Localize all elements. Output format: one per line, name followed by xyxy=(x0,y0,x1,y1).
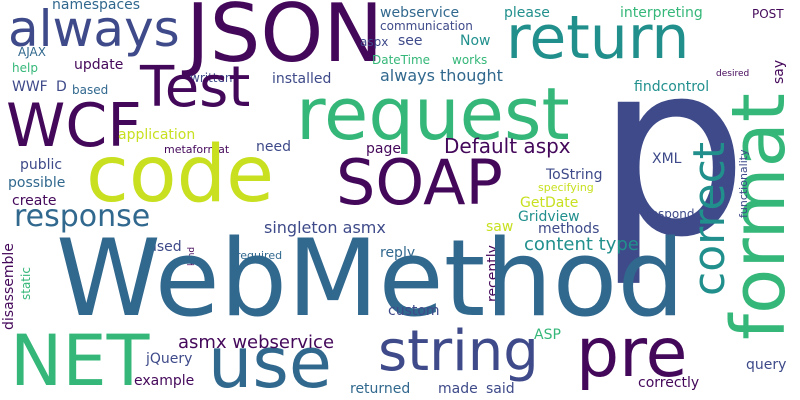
word-response: response xyxy=(14,199,151,234)
word-webmethod: WebMethod xyxy=(56,217,685,340)
word-post: POST xyxy=(752,7,784,21)
word-pre: pre xyxy=(576,314,688,393)
word-json: JSON xyxy=(186,0,384,80)
word-request: request xyxy=(296,72,570,156)
word-always-thought: always thought xyxy=(380,66,503,85)
word-findcontrol: findcontrol xyxy=(634,79,710,95)
word-returned: returned xyxy=(350,381,411,397)
word-namespaces: namespaces xyxy=(52,0,141,13)
word-code: code xyxy=(86,130,275,220)
word-use: use xyxy=(208,322,332,400)
word-need: need xyxy=(256,139,291,155)
word-custom: custom xyxy=(388,303,440,319)
word-now: Now xyxy=(460,33,491,49)
word-gridview: Gridview xyxy=(518,209,580,225)
word-made: made xyxy=(438,381,478,397)
word-asp: ASP xyxy=(534,327,561,343)
word-update: update xyxy=(74,57,124,73)
word-help: help xyxy=(12,61,38,75)
word-page: page xyxy=(366,141,401,157)
word-installed: installed xyxy=(272,71,332,87)
word-xml: XML xyxy=(652,151,682,167)
word-specifying: specifying xyxy=(538,181,594,194)
word-respond: respond xyxy=(646,207,695,221)
word-required: required xyxy=(236,249,283,262)
word-p: p xyxy=(596,10,749,290)
word-see: see xyxy=(398,33,423,49)
word-ajax: AJAX xyxy=(18,45,46,59)
word-content-type: content type xyxy=(524,234,639,255)
word-aspx: aspx xyxy=(360,35,389,49)
word-functionality: functionality xyxy=(737,149,750,218)
word-test: Test xyxy=(140,55,251,120)
word-application: application xyxy=(118,127,196,143)
word-disassemble: disassemble xyxy=(1,243,17,330)
word-methods: methods xyxy=(538,221,600,237)
word-interpreting: interpreting xyxy=(620,5,703,21)
word-communication: communication xyxy=(380,19,473,33)
word-getdate: GetDate xyxy=(520,195,579,211)
word-string: string xyxy=(378,319,539,384)
word-based: based xyxy=(72,83,109,97)
word-net: NET xyxy=(10,320,150,400)
word-singleton-asmx: singleton asmx xyxy=(264,218,386,237)
word-tostring: ToString xyxy=(546,167,603,183)
word-asmx-webservice: asmx webservice xyxy=(178,332,335,353)
word-correctly: correctly xyxy=(638,375,700,391)
word-saw: saw xyxy=(486,219,514,235)
word-say: say xyxy=(771,59,787,84)
word-always: always xyxy=(8,0,180,58)
word-metaformat: metaformat xyxy=(164,143,230,156)
word-return: return xyxy=(506,3,690,73)
word-soap: SOAP xyxy=(336,146,503,219)
word-desired: desired xyxy=(716,69,750,79)
word-reply: reply xyxy=(380,245,416,261)
word-wwf: WWF xyxy=(12,79,48,95)
word-said: said xyxy=(486,381,515,397)
word-static: static xyxy=(19,267,33,300)
word-d: D xyxy=(56,79,67,95)
word-used: used xyxy=(148,239,182,255)
word-webservice: webservice xyxy=(380,5,460,21)
word-possible: possible xyxy=(8,175,66,191)
word-query: query xyxy=(746,357,787,373)
word-wcf: WCF xyxy=(6,91,142,161)
word-public: public xyxy=(20,157,63,173)
word-written: written xyxy=(190,71,233,85)
word-create: create xyxy=(12,193,57,209)
word-default-aspx: Default aspx xyxy=(444,134,571,158)
word-works: works xyxy=(452,53,488,67)
word-datetime: DateTime xyxy=(372,53,431,67)
word-example: example xyxy=(134,373,195,389)
word-jquery: jQuery xyxy=(146,351,193,367)
word-please: please xyxy=(504,5,550,21)
word-correct: correct xyxy=(684,141,735,296)
